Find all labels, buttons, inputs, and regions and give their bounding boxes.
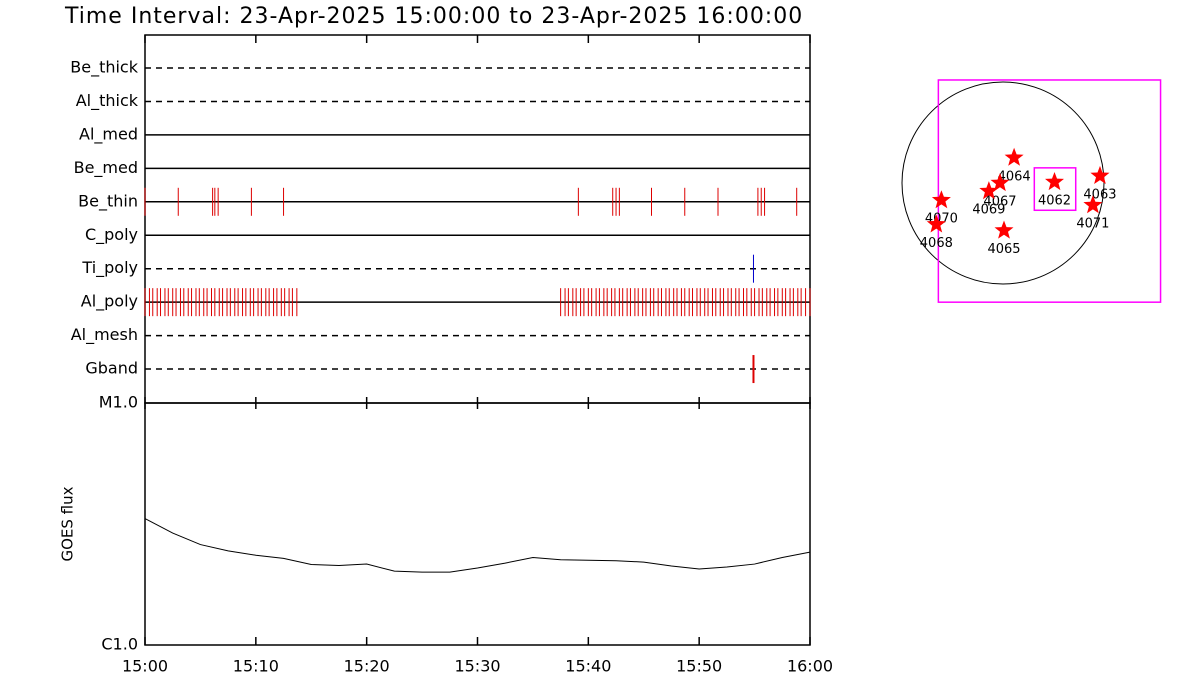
region-label: 4069 bbox=[972, 203, 1005, 218]
y-axis-label: GOES flux bbox=[59, 486, 77, 561]
region-star bbox=[931, 190, 951, 209]
row-label: Al_thick bbox=[76, 91, 139, 111]
row-label: Be_med bbox=[74, 158, 138, 178]
goes-curve bbox=[144, 518, 811, 573]
row-label: Al_mesh bbox=[71, 325, 138, 345]
row-label: Be_thick bbox=[70, 58, 138, 78]
x-tick-label: 15:00 bbox=[122, 657, 168, 676]
region-label: 4063 bbox=[1083, 187, 1116, 202]
region-star bbox=[994, 220, 1014, 239]
region-label: 4067 bbox=[983, 195, 1016, 210]
y-tick-label: C1.0 bbox=[101, 635, 138, 654]
region-label: 4065 bbox=[987, 242, 1020, 257]
region-star bbox=[1090, 165, 1110, 184]
region-label: 4062 bbox=[1038, 193, 1071, 208]
row-label: Gband bbox=[85, 359, 138, 378]
solar-disk bbox=[901, 81, 1105, 285]
fov-box bbox=[1033, 167, 1077, 212]
region-star bbox=[979, 181, 999, 200]
region-star bbox=[1004, 147, 1024, 166]
row-label: Al_med bbox=[79, 124, 138, 144]
y-tick-label: M1.0 bbox=[99, 393, 138, 412]
row-label: C_poly bbox=[85, 225, 138, 245]
chart-title: Time Interval: 23-Apr-2025 15:00:00 to 2… bbox=[64, 4, 803, 29]
region-star bbox=[990, 173, 1010, 192]
x-tick-label: 15:40 bbox=[565, 657, 611, 676]
x-tick-label: 16:00 bbox=[787, 657, 833, 676]
region-star bbox=[1045, 172, 1064, 191]
x-tick-label: 15:10 bbox=[233, 657, 279, 676]
region-label: 4068 bbox=[920, 236, 953, 251]
row-label: Al_poly bbox=[81, 292, 138, 312]
region-star bbox=[1083, 195, 1103, 214]
x-tick-label: 15:20 bbox=[344, 657, 390, 676]
timeline-frame bbox=[144, 34, 811, 404]
region-star bbox=[926, 214, 946, 233]
row-label: Be_thin bbox=[78, 191, 138, 211]
goes-frame bbox=[144, 402, 811, 646]
row-label: Ti_poly bbox=[81, 258, 138, 278]
region-label: 4071 bbox=[1076, 217, 1109, 232]
x-tick-label: 15:50 bbox=[676, 657, 722, 676]
x-tick-label: 15:30 bbox=[454, 657, 500, 676]
fov-box bbox=[937, 79, 1162, 303]
